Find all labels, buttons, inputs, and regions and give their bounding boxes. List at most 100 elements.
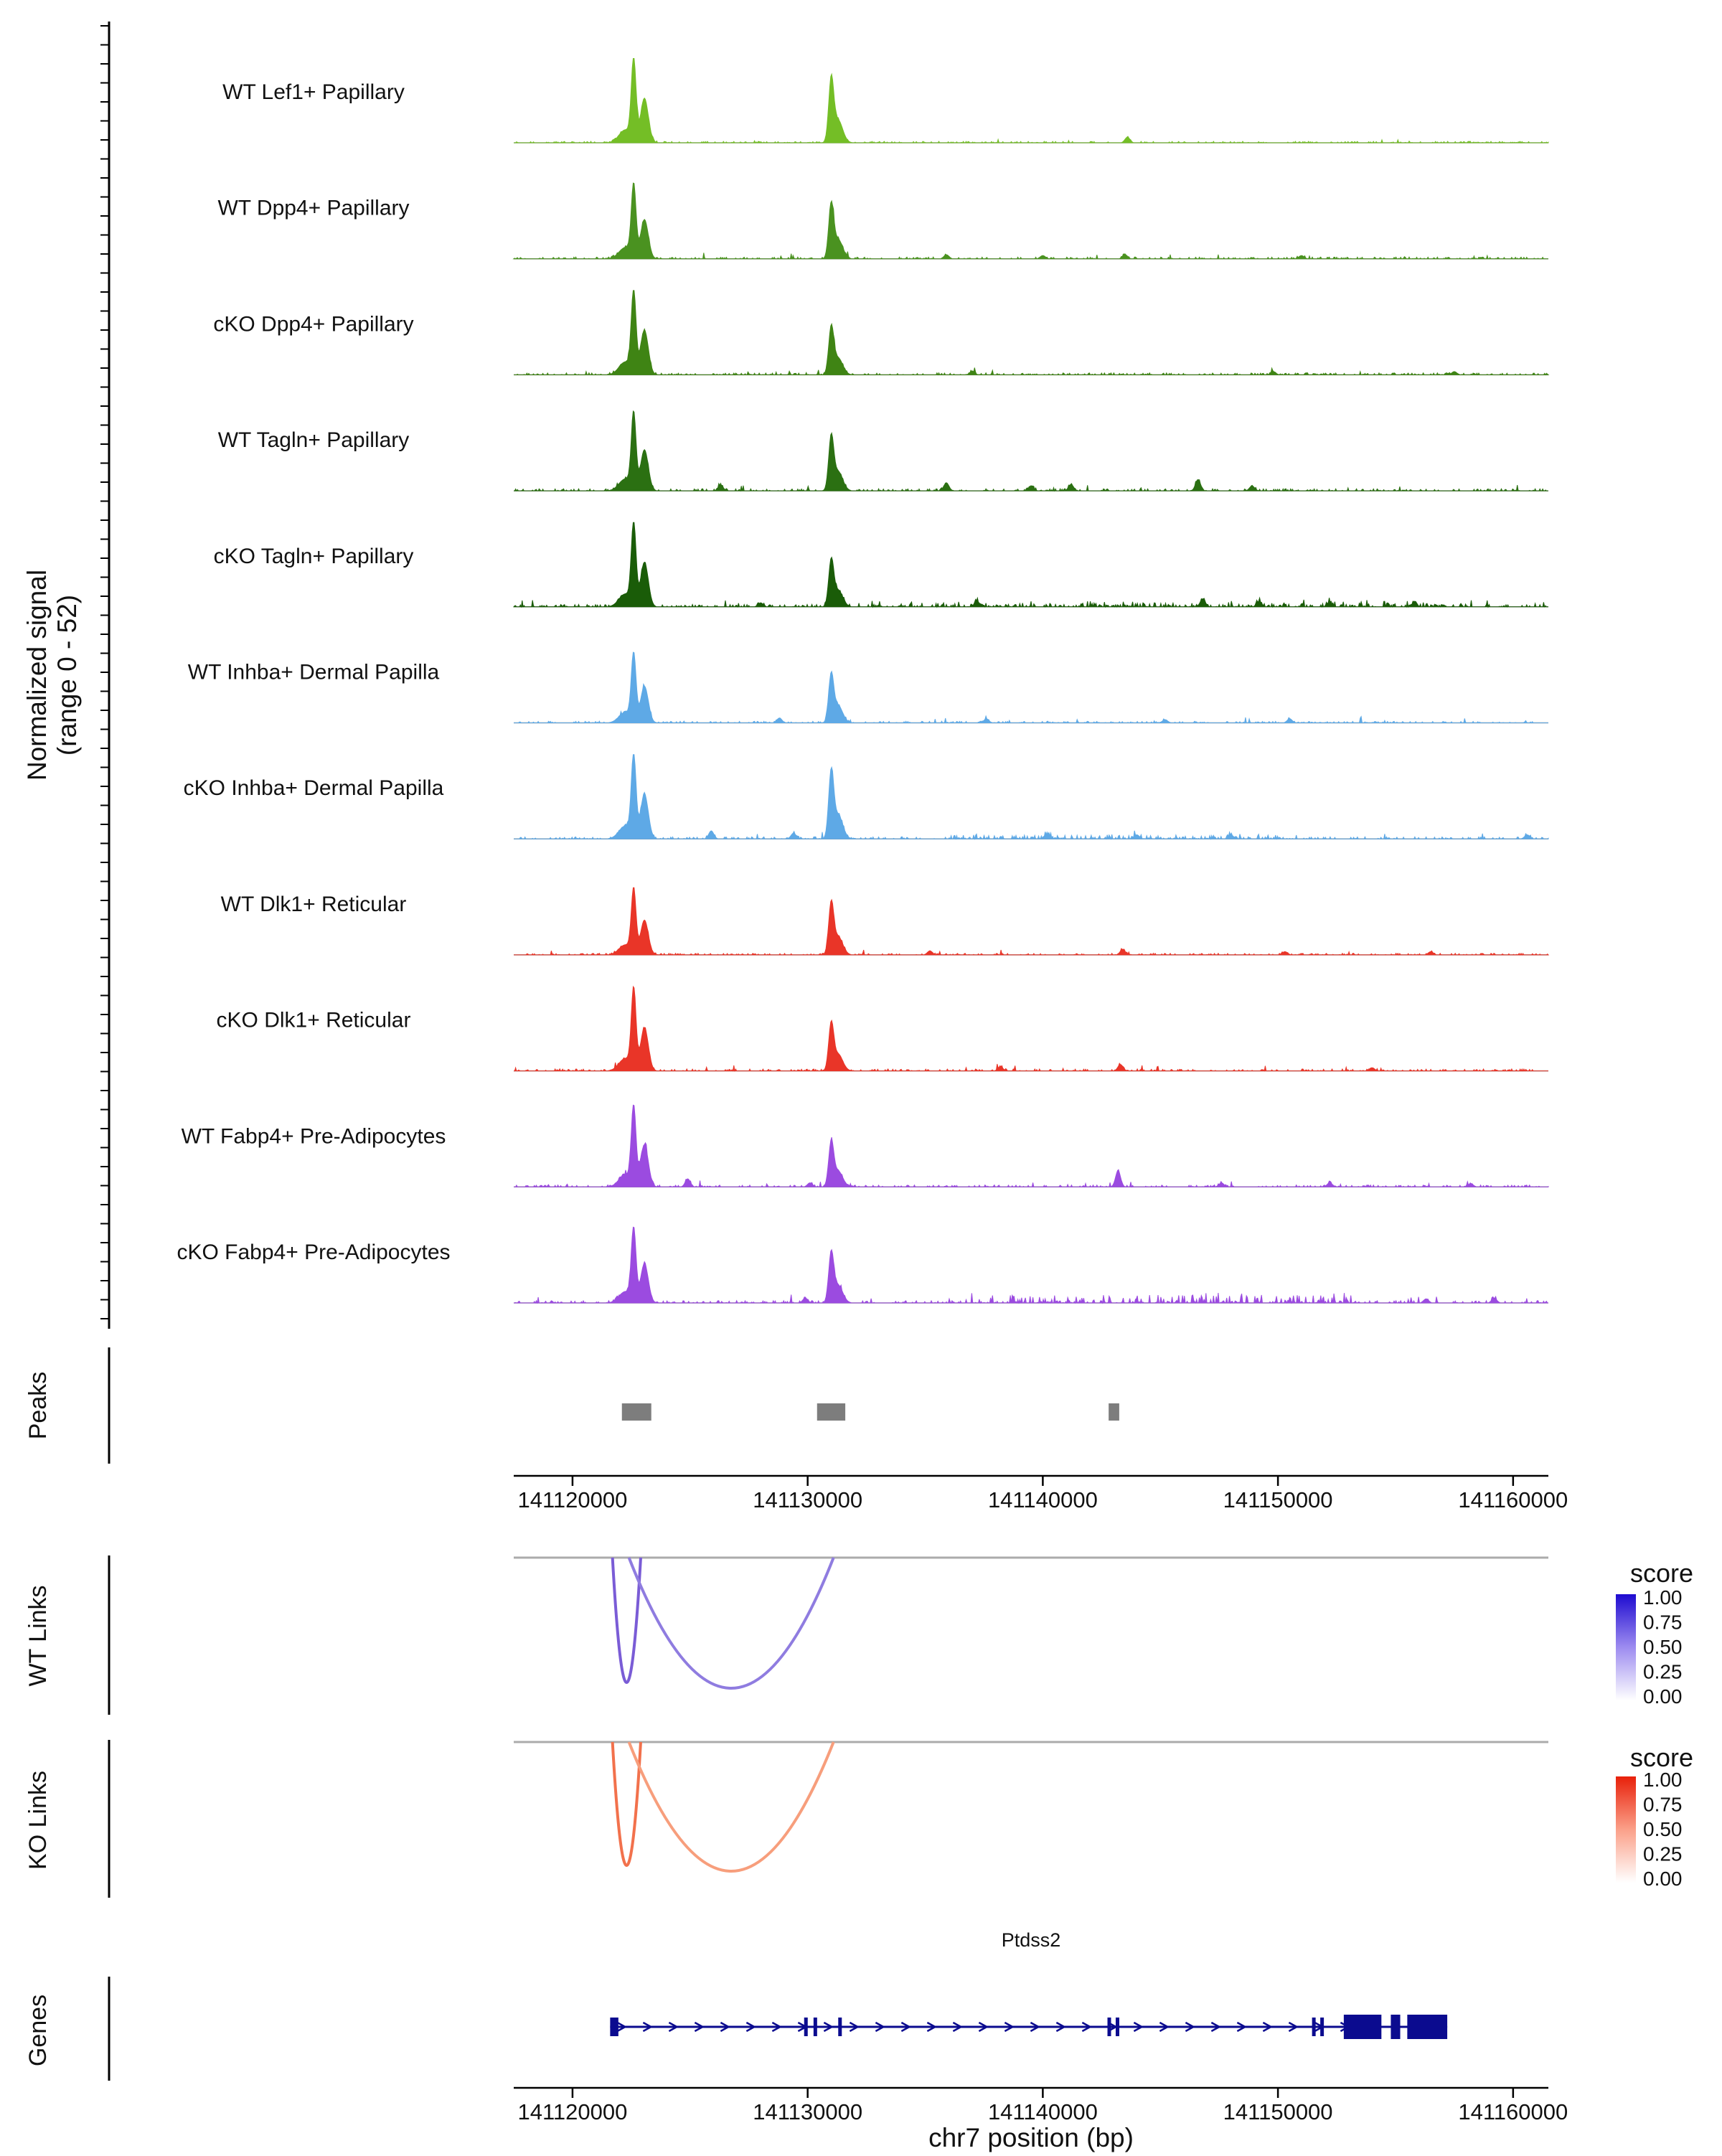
link-arc [611, 1741, 642, 1867]
legend-tick-label: 0.75 [1643, 1611, 1683, 1634]
strand-arrow-icon [1185, 2021, 1195, 2033]
gene-name-label: Ptdss2 [1002, 1929, 1061, 1951]
peak-box [621, 1403, 651, 1421]
exon-thin [610, 2018, 618, 2036]
legend-tick-label: 0.25 [1643, 1843, 1683, 1865]
coverage-signal [514, 290, 1550, 376]
exon-thick [1407, 2015, 1448, 2039]
coverage-signal [514, 1226, 1548, 1304]
track-label: cKO Fabp4+ Pre-Adipocytes [177, 1241, 450, 1264]
exon-thin [1320, 2018, 1325, 2036]
exon-thin [838, 2018, 842, 2036]
legend-ko: 1.00 0.750.50 0.25 0.00 [1616, 1769, 1683, 1890]
x-axis-top: 141120000 141130000 141140000 141150000 1411… [514, 1474, 1568, 1512]
legend-tick-label: 0.50 [1643, 1818, 1683, 1840]
strand-arrow-icon [926, 2021, 937, 2033]
link-arc [627, 1557, 835, 1690]
x-tick-label: 141160000 [1458, 1487, 1568, 1512]
x-tick-label: 141140000 [988, 2099, 1098, 2124]
signal-track: WT Lef1+ Papillary [222, 58, 1549, 143]
legend-wt-title: score [1630, 1558, 1693, 1588]
coverage-signal [512, 182, 1548, 260]
section-label-wt-links: WT Links [24, 1585, 52, 1686]
x-tick-label: 141130000 [753, 2099, 862, 2124]
strand-arrow-icon [1236, 2021, 1247, 2033]
legend-tick-label: 1.00 [1643, 1769, 1683, 1791]
ko-links-panel [514, 1741, 1548, 1873]
signal-track: WT Dpp4+ Papillary [217, 182, 1548, 260]
exon-thin [804, 2018, 808, 2036]
exon-thin [1312, 2018, 1316, 2036]
signal-track: cKO Tagln+ Papillary [214, 522, 1548, 608]
strand-arrow-icon [720, 2021, 730, 2033]
track-label: WT Tagln+ Papillary [218, 428, 410, 452]
section-label-genes: Genes [24, 1995, 52, 2066]
exon-thick [1391, 2015, 1401, 2039]
strand-arrow-icon [1030, 2021, 1040, 2033]
track-label: WT Dlk1+ Reticular [221, 893, 407, 916]
legend-tick-label: 1.00 [1643, 1586, 1683, 1609]
exon-thin [1115, 2018, 1119, 2036]
track-label: cKO Dpp4+ Papillary [213, 312, 413, 336]
exon-thin [813, 2018, 817, 2036]
legend-gradient-bar [1616, 1594, 1636, 1700]
signal-track: WT Fabp4+ Pre-Adipocytes [182, 1104, 1549, 1188]
x-axis-bottom: 141120000 141130000 141140000 141150000 1411… [514, 2086, 1568, 2124]
strand-arrow-icon [1210, 2021, 1221, 2033]
peak-box [817, 1403, 846, 1421]
strand-arrow-icon [1055, 2021, 1066, 2033]
track-label: cKO Inhba+ Dermal Papilla [184, 776, 444, 800]
legend-tick-label: 0.75 [1643, 1794, 1683, 1816]
coverage-signal [514, 651, 1548, 724]
strand-arrow-icon [1159, 2021, 1170, 2033]
strand-arrow-icon [1004, 2021, 1015, 2033]
y-axis-label-line1: Normalized signal [22, 570, 52, 781]
signal-track: cKO Fabp4+ Pre-Adipocytes [177, 1226, 1548, 1304]
strand-arrow-icon [745, 2021, 756, 2033]
coverage-signal [514, 887, 1550, 956]
strand-arrow-icon [900, 2021, 911, 2033]
signal-y-axis [100, 22, 110, 1329]
track-label: WT Inhba+ Dermal Papilla [188, 661, 440, 684]
strand-arrow-icon [849, 2021, 860, 2033]
exon-thick [1343, 2015, 1382, 2039]
section-label-ko-links: KO Links [24, 1771, 52, 1870]
x-tick-label: 141120000 [517, 1487, 627, 1512]
signal-track: cKO Dpp4+ Papillary [213, 290, 1550, 376]
gene-model [610, 2015, 1448, 2039]
track-label: WT Lef1+ Papillary [222, 80, 405, 104]
link-arc [627, 1741, 835, 1873]
strand-arrow-icon [771, 2021, 782, 2033]
strand-arrow-icon [823, 2021, 834, 2033]
exon-thin [1107, 2018, 1111, 2036]
track-label: cKO Tagln+ Papillary [214, 545, 414, 568]
legend-tick-label: 0.00 [1643, 1868, 1683, 1890]
strand-arrow-icon [1081, 2021, 1092, 2033]
coverage-signal [514, 58, 1549, 143]
legend-ko-title: score [1630, 1743, 1693, 1772]
x-tick-label: 141130000 [753, 1487, 862, 1512]
x-axis-title: chr7 position (bp) [928, 2123, 1134, 2152]
wt-links-panel [514, 1556, 1548, 1690]
x-tick-label: 141120000 [517, 2099, 627, 2124]
strand-arrow-icon [875, 2021, 885, 2033]
peak-box [1109, 1403, 1119, 1421]
legend-tick-label: 0.25 [1643, 1661, 1683, 1683]
link-arc [611, 1557, 642, 1684]
track-label: WT Dpp4+ Papillary [217, 197, 409, 220]
x-tick-label: 141140000 [988, 1487, 1098, 1512]
legend-tick-label: 0.50 [1643, 1636, 1683, 1658]
strand-arrow-icon [694, 2021, 705, 2033]
y-axis-label-line2: (range 0 - 52) [52, 595, 82, 755]
coverage-signal [512, 522, 1548, 608]
strand-arrow-icon [668, 2021, 679, 2033]
peaks-panel [621, 1403, 1119, 1421]
x-tick-label: 141150000 [1223, 1487, 1333, 1512]
coverage-signal [514, 754, 1549, 841]
signal-track: WT Dlk1+ Reticular [221, 887, 1550, 956]
signal-track: cKO Dlk1+ Reticular [217, 985, 1548, 1073]
signal-track: WT Tagln+ Papillary [218, 410, 1548, 492]
strand-arrow-icon [978, 2021, 989, 2033]
track-label: WT Fabp4+ Pre-Adipocytes [182, 1124, 446, 1148]
section-label-peaks: Peaks [24, 1372, 52, 1440]
